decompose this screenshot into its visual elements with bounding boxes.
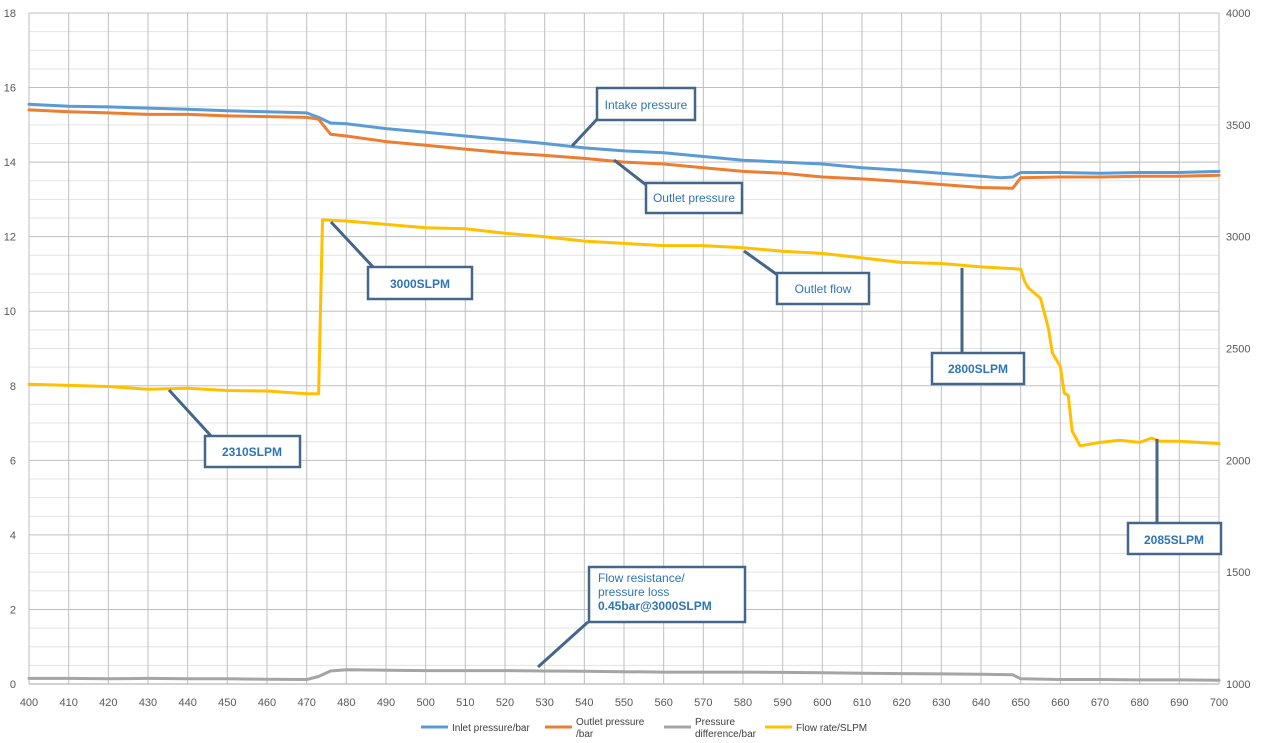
y-right-tick-label: 4000 <box>1226 8 1250 20</box>
x-tick-label: 410 <box>59 697 77 709</box>
y-left-tick-label: 12 <box>4 232 16 244</box>
s2800-callout-label: 2800SLPM <box>948 362 1008 376</box>
x-tick-label: 470 <box>297 697 315 709</box>
y-left-tick-label: 4 <box>10 530 16 542</box>
resist-callout-line1: Flow resistance/ <box>598 571 685 585</box>
legend-label-diff-1: Pressure <box>695 717 735 728</box>
y-right-tick-label: 1500 <box>1226 567 1250 579</box>
oflow-callout-leader <box>743 249 780 278</box>
resist-callout-line2: pressure loss <box>598 585 669 599</box>
x-tick-label: 550 <box>615 697 633 709</box>
x-tick-label: 440 <box>178 697 196 709</box>
x-tick-label: 520 <box>496 697 514 709</box>
x-tick-label: 490 <box>377 697 395 709</box>
series-line-2 <box>27 668 1221 682</box>
x-tick-label: 700 <box>1210 697 1228 709</box>
s2085-callout-box <box>1126 521 1223 556</box>
x-tick-label: 480 <box>337 697 355 709</box>
y-left-tick-label: 0 <box>10 679 16 691</box>
legend-label-diff-2: difference/bar <box>695 729 757 740</box>
resist-callout-line3: 0.45bar@3000SLPM <box>598 599 712 613</box>
x-tick-label: 530 <box>535 697 553 709</box>
x-tick-label: 630 <box>932 697 950 709</box>
x-tick-label: 660 <box>1051 697 1069 709</box>
y-left-tick-label: 18 <box>4 8 16 20</box>
x-tick-label: 600 <box>813 697 831 709</box>
y-left-tick-label: 14 <box>4 157 16 169</box>
x-axis-ticks: 400 410 420 430 440 450 460 470 480 490 500 510 520 5… <box>20 697 1228 709</box>
x-tick-label: 580 <box>734 697 752 709</box>
y-axis-right-ticks: 1000 1500 2000 2500 3000 3500 4000 <box>1226 8 1250 691</box>
oflow-callout-box <box>775 271 871 306</box>
y-right-tick-label: 1000 <box>1226 679 1250 691</box>
s2085-callout-label: 2085SLPM <box>1144 533 1204 547</box>
intake-callout-label: Intake pressure <box>605 98 688 112</box>
series-line-1 <box>27 108 1221 190</box>
legend-label-inlet: Inlet pressure/bar <box>452 723 530 734</box>
oflow-callout-label: Outlet flow <box>795 282 852 296</box>
resist-callout-box <box>587 565 747 624</box>
x-tick-label: 690 <box>1170 697 1188 709</box>
x-tick-label: 400 <box>20 697 38 709</box>
x-tick-label: 430 <box>139 697 157 709</box>
s3000-callout-leader <box>329 220 376 270</box>
s3000-callout-label: 3000SLPM <box>390 277 450 291</box>
x-tick-label: 610 <box>853 697 871 709</box>
outlet-callout-label: Outlet pressure <box>653 191 735 205</box>
legend-label-outlet-2: /bar <box>576 729 594 740</box>
outlet-callout-box <box>644 181 744 215</box>
s3000-callout-box <box>366 265 474 301</box>
resist-callout-leader <box>536 620 590 669</box>
series-layer <box>27 102 1221 682</box>
legend-label-flow: Flow rate/SLPM <box>796 723 867 734</box>
y-left-tick-label: 6 <box>10 455 16 467</box>
x-tick-label: 450 <box>218 697 236 709</box>
y-right-tick-label: 2000 <box>1226 455 1250 467</box>
y-left-tick-label: 8 <box>10 381 16 393</box>
x-tick-label: 590 <box>773 697 791 709</box>
x-tick-label: 540 <box>575 697 593 709</box>
x-tick-label: 560 <box>654 697 672 709</box>
annotations: Intake pressure Outlet pressure 3000SLPM… <box>167 86 1223 669</box>
outlet-callout-leader <box>613 158 651 190</box>
series-line-3 <box>27 218 1221 448</box>
x-tick-label: 420 <box>99 697 117 709</box>
y-left-tick-label: 16 <box>4 83 16 95</box>
y-right-tick-label: 3500 <box>1226 120 1250 132</box>
s2310-callout-label: 2310SLPM <box>222 445 282 459</box>
y-axis-left-ticks: 0 2 4 6 8 10 12 14 16 18 <box>4 8 16 691</box>
y-left-tick-label: 10 <box>4 306 16 318</box>
y-right-tick-label: 3000 <box>1226 232 1250 244</box>
x-tick-label: 680 <box>1130 697 1148 709</box>
x-tick-label: 650 <box>1011 697 1029 709</box>
x-tick-label: 500 <box>416 697 434 709</box>
x-tick-label: 570 <box>694 697 712 709</box>
series-line-0 <box>27 102 1221 180</box>
y-right-tick-label: 2500 <box>1226 344 1250 356</box>
s2310-callout-leader <box>167 388 214 439</box>
legend: Inlet pressure/bar Outlet pressure /bar … <box>421 717 867 740</box>
x-tick-label: 640 <box>972 697 990 709</box>
x-tick-label: 460 <box>258 697 276 709</box>
x-tick-label: 620 <box>892 697 910 709</box>
s2800-callout-box <box>930 351 1026 386</box>
x-tick-label: 670 <box>1091 697 1109 709</box>
x-tick-label: 510 <box>456 697 474 709</box>
s2310-callout-box <box>203 434 302 469</box>
y-left-tick-label: 2 <box>10 604 16 616</box>
intake-callout-leader <box>570 114 602 148</box>
intake-callout-box <box>595 86 697 122</box>
legend-label-outlet-1: Outlet pressure <box>576 717 645 728</box>
